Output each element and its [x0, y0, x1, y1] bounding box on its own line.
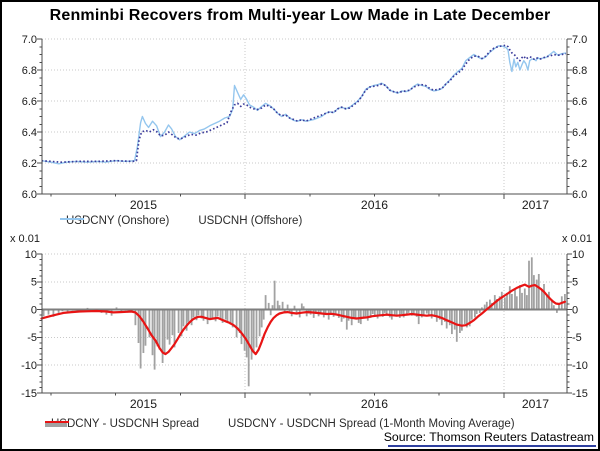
- svg-text:-5: -5: [27, 332, 37, 344]
- exchange-rate-series: [41, 44, 567, 165]
- svg-text:6.4: 6.4: [572, 127, 587, 139]
- svg-text:7.0: 7.0: [572, 34, 587, 46]
- svg-text:-10: -10: [21, 360, 37, 372]
- svg-text:6.4: 6.4: [22, 127, 37, 139]
- svg-text:2016: 2016: [361, 397, 388, 411]
- svg-text:6.8: 6.8: [572, 65, 587, 77]
- svg-text:0: 0: [572, 304, 578, 316]
- svg-text:6.2: 6.2: [572, 158, 587, 170]
- svg-text:6.6: 6.6: [22, 96, 37, 108]
- svg-text:-15: -15: [572, 388, 588, 400]
- chart-title: Renminbi Recovers from Multi-year Low Ma…: [49, 7, 551, 24]
- svg-text:5: 5: [572, 277, 578, 289]
- legend-spread: USDCNY - USDCNH Spread USDCNY - USDCNH S…: [44, 418, 515, 430]
- unit-multiplier-right: x 0.01: [562, 233, 592, 245]
- legend-label-usdcnh: USDCNH (Offshore): [198, 215, 303, 227]
- spread-grid: [42, 253, 567, 393]
- svg-text:6.0: 6.0: [22, 189, 37, 201]
- svg-text:10: 10: [572, 249, 584, 261]
- svg-text:5: 5: [31, 277, 37, 289]
- svg-text:-10: -10: [572, 360, 588, 372]
- svg-text:10: 10: [25, 249, 37, 261]
- svg-text:6.2: 6.2: [22, 158, 37, 170]
- exchange-rates-tick-labels: 6.0 6.0 6.2 6.2 6.4 6.4 6.6 6.6 6.8 6.8 7.0 7.0 2015…: [22, 34, 588, 212]
- svg-text:6.0: 6.0: [572, 189, 587, 201]
- svg-text:6.6: 6.6: [572, 96, 587, 108]
- legend-label-usdcny: USDCNY (Onshore): [66, 215, 170, 227]
- exchange-rates-grid: [42, 38, 567, 194]
- unit-multiplier-left: x 0.01: [10, 233, 40, 245]
- moving-average-line: [40, 283, 566, 356]
- svg-text:0: 0: [31, 304, 37, 316]
- svg-text:2015: 2015: [130, 198, 157, 212]
- spread-axes: [37, 253, 572, 398]
- source-attribution: Source: Thomson Reuters Datastream: [383, 430, 594, 444]
- svg-text:2016: 2016: [361, 198, 388, 212]
- svg-text:-15: -15: [21, 388, 37, 400]
- legend-label-spread: USDCNY - USDCNH Spread: [51, 418, 200, 430]
- legend-exchange-rates: USDCNY (Onshore) USDCNH (Offshore): [59, 215, 302, 227]
- svg-text:2017: 2017: [522, 397, 549, 411]
- legend-label-moving-average: USDCNY - USDCNH Spread (1-Month Moving A…: [228, 418, 515, 430]
- svg-text:6.8: 6.8: [22, 65, 37, 77]
- svg-text:2017: 2017: [522, 198, 549, 212]
- spread-bars: [42, 257, 566, 387]
- source-underline-rule: [388, 445, 596, 447]
- svg-text:-5: -5: [572, 332, 582, 344]
- svg-text:2015: 2015: [130, 397, 157, 411]
- exchange-rates-axes: [37, 38, 572, 199]
- svg-text:7.0: 7.0: [22, 34, 37, 46]
